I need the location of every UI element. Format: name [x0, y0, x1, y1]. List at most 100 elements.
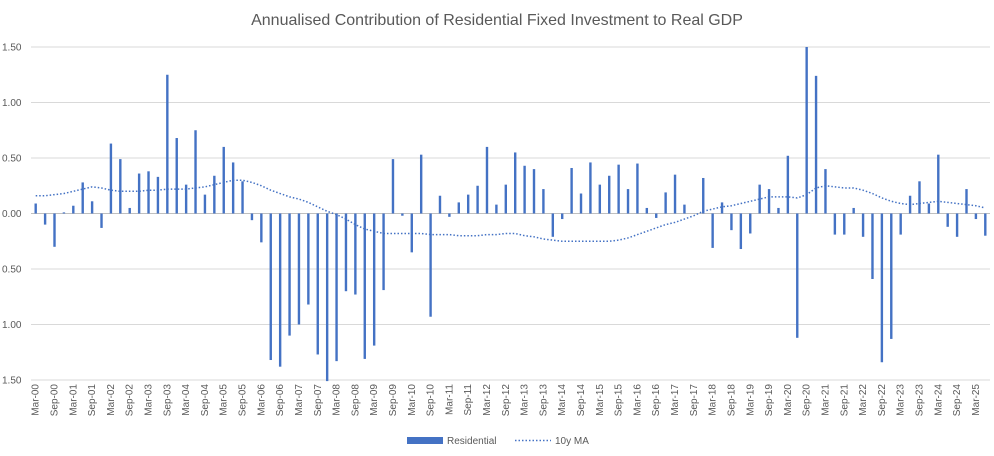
x-tick-label: Sep-06 [275, 384, 286, 417]
ma-line [35, 179, 986, 242]
bar [166, 74, 169, 214]
bar [504, 184, 507, 214]
bar [551, 213, 555, 237]
bar [523, 165, 526, 214]
bar [955, 213, 959, 237]
x-tick-label: Mar-09 [369, 384, 380, 416]
x-tick-label: Mar-17 [670, 384, 681, 416]
bar [655, 213, 658, 218]
bar [335, 213, 338, 362]
y-axis: 1.50 1.00 0.50 0.00 0.50 1.00 1.50 [2, 43, 22, 387]
legend-label-residential: Residential [447, 436, 496, 447]
bar [184, 184, 188, 214]
bar [147, 171, 150, 214]
bar [598, 184, 602, 214]
x-tick-label: Sep-14 [576, 384, 587, 417]
bar [175, 138, 178, 214]
x-tick-label: Mar-02 [106, 384, 117, 416]
bar [194, 130, 197, 214]
x-tick-label: Mar-22 [858, 384, 869, 416]
y-tick-label: 0.50 [2, 154, 22, 165]
bar [608, 175, 611, 214]
x-tick-label: Sep-17 [689, 384, 700, 417]
x-tick-label: Sep-05 [238, 384, 249, 417]
bar [626, 189, 630, 214]
bar [363, 213, 366, 359]
x-tick-label: Sep-18 [726, 384, 737, 417]
bar [419, 154, 423, 214]
bar [429, 213, 432, 317]
bar [260, 213, 263, 243]
bar [749, 213, 752, 234]
x-tick-label: Mar-16 [632, 384, 643, 416]
x-tick-label: Mar-00 [31, 384, 42, 416]
bar [561, 213, 564, 220]
x-tick-label: Mar-21 [820, 384, 831, 416]
gridlines [31, 46, 990, 381]
x-tick-label: Mar-12 [482, 384, 493, 416]
x-tick-label: Sep-00 [50, 384, 61, 417]
x-tick-label: Mar-23 [896, 384, 907, 416]
bar [81, 182, 84, 214]
x-tick-label: Sep-12 [501, 384, 512, 417]
x-tick-label: Sep-04 [200, 384, 211, 417]
bar [589, 162, 592, 214]
bar [532, 169, 536, 214]
bar [391, 159, 395, 214]
bar [739, 213, 743, 250]
bar [241, 181, 244, 214]
bar [645, 207, 649, 214]
bar [542, 189, 545, 214]
bar [222, 146, 225, 214]
bar [203, 194, 207, 214]
x-tick-label: Sep-11 [463, 384, 474, 416]
bar [401, 213, 404, 216]
x-tick-label: Mar-01 [68, 384, 79, 416]
bar [354, 213, 357, 295]
x-tick-label: Mar-15 [595, 384, 606, 416]
bar [495, 204, 498, 214]
bar [278, 213, 282, 367]
y-tick-label: 1.00 [2, 98, 22, 109]
x-tick-label: Mar-13 [520, 384, 531, 416]
bar [72, 205, 75, 214]
x-tick-label: Mar-06 [256, 384, 267, 416]
bar [720, 202, 724, 214]
bar [316, 213, 319, 355]
x-tick-label: Sep-09 [388, 384, 399, 417]
bar [269, 213, 272, 361]
bar [946, 213, 949, 227]
y-tick-label: 0.00 [2, 209, 22, 220]
x-tick-label: Sep-22 [877, 384, 888, 417]
bar [476, 185, 479, 214]
x-axis: Mar-00 Sep-00 Mar-01 Sep-01 Mar-02 Sep-02 Mar-… [31, 384, 982, 417]
bar [617, 164, 620, 214]
bar [438, 195, 442, 214]
bar [213, 175, 216, 214]
bar [325, 213, 329, 382]
bar [53, 213, 56, 247]
bar [711, 213, 714, 248]
x-tick-label: Mar-14 [557, 384, 568, 416]
bar [382, 213, 385, 291]
x-tick-label: Mar-04 [181, 384, 192, 416]
bar [137, 173, 141, 214]
bar [288, 213, 291, 336]
bar [824, 169, 827, 214]
x-tick-label: Sep-03 [162, 384, 173, 417]
bar [861, 213, 865, 237]
x-tick-label: Sep-16 [651, 384, 662, 417]
bar [90, 201, 94, 214]
bar [307, 213, 310, 305]
x-tick-label: Mar-18 [708, 384, 719, 416]
x-tick-label: Sep-15 [614, 384, 625, 417]
bar [128, 207, 131, 214]
bar [777, 207, 780, 214]
bar [43, 213, 47, 225]
y-tick-label: 0.50 [2, 265, 22, 276]
x-tick-label: Sep-08 [350, 384, 361, 417]
bar [250, 213, 254, 221]
bar [344, 213, 348, 292]
bar [34, 203, 37, 214]
